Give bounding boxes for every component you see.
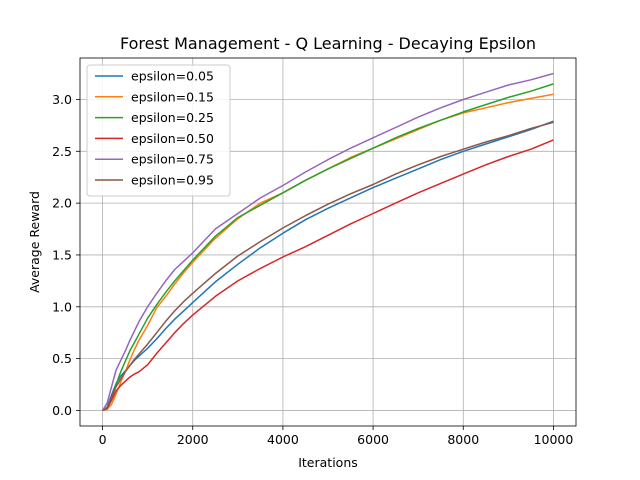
x-tick-label: 10000 [534, 432, 574, 447]
legend-box [86, 64, 231, 197]
x-tick-label: 2000 [177, 432, 209, 447]
x-tick-label: 4000 [267, 432, 299, 447]
legend-entry: epsilon=0.05 [131, 69, 214, 84]
legend: epsilon=0.05 epsilon=0.15 epsilon=0.25 epsi… [86, 64, 231, 197]
y-tick-label: 1.0 [52, 299, 72, 314]
series-line [102, 139, 554, 412]
x-tick-label: 8000 [447, 432, 479, 447]
y-tick-label: 2.0 [52, 196, 72, 211]
y-tick-label: 1.5 [52, 247, 72, 262]
x-tick-label: 0 [99, 432, 107, 447]
y-axis-label: Average Reward [27, 191, 42, 293]
plot-frame [79, 57, 577, 427]
y-tick-label: 2.5 [52, 144, 72, 159]
series-lines [101, 72, 554, 412]
x-tick-label: 6000 [357, 432, 389, 447]
legend-entry: epsilon=0.50 [131, 131, 214, 146]
legend-entry: epsilon=0.25 [131, 110, 214, 125]
x-axis-label: Iterations [298, 455, 358, 470]
axis-ticks: 0 2000 4000 6000 8000 10000 0.0 0.5 1.0 1.5 2.0 2.5… [52, 92, 573, 447]
series-line [101, 72, 554, 411]
y-tick-label: 3.0 [52, 92, 72, 107]
chart-title: Forest Management - Q Learning - Decayin… [120, 34, 536, 53]
y-tick-label: 0.0 [52, 403, 72, 418]
series-line [102, 83, 554, 412]
legend-entry: epsilon=0.75 [131, 152, 214, 167]
legend-entry: epsilon=0.15 [131, 89, 214, 104]
y-tick-label: 0.5 [52, 351, 72, 366]
legend-entry: epsilon=0.95 [131, 173, 214, 188]
series-line [102, 121, 554, 412]
